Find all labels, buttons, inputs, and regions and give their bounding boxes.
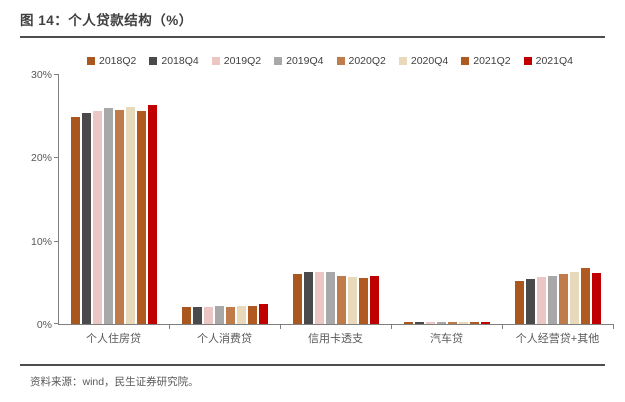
y-axis: 0% 10% 20% 30% bbox=[20, 69, 58, 331]
legend-item-2018Q2: 2018Q2 bbox=[87, 55, 136, 67]
bar-2020Q2-汽车贷 bbox=[447, 322, 457, 324]
bar-2018Q2-个人经营贷+其他 bbox=[514, 280, 524, 324]
bar-2020Q4-个人住房贷 bbox=[126, 106, 136, 324]
bar-2020Q2-信用卡透支 bbox=[336, 275, 346, 324]
x-tick-mark bbox=[280, 324, 281, 329]
y-tick-mark bbox=[54, 157, 59, 159]
legend-label: 2021Q2 bbox=[473, 55, 511, 67]
bar-2018Q2-信用卡透支 bbox=[292, 274, 302, 324]
bar-2018Q4-信用卡透支 bbox=[303, 272, 313, 324]
bar-2020Q4-汽车贷 bbox=[458, 322, 468, 324]
x-tick-mark bbox=[391, 324, 392, 329]
legend-swatch-icon bbox=[336, 57, 345, 65]
legend-label: 2018Q2 bbox=[99, 55, 137, 67]
bar-2020Q2-个人住房贷 bbox=[115, 109, 125, 324]
bar-2021Q4-个人住房贷 bbox=[148, 104, 158, 324]
legend-label: 2019Q4 bbox=[286, 55, 324, 67]
bar-2020Q4-个人消费贷 bbox=[237, 305, 247, 324]
bar-2021Q2-个人经营贷+其他 bbox=[580, 268, 590, 324]
legend-swatch-icon bbox=[274, 57, 283, 65]
legend-item-2019Q2: 2019Q2 bbox=[211, 55, 262, 67]
chart-legend: 2018Q2 2018Q4 2019Q2 2019Q4 2020Q2 2020Q4 2021… bbox=[45, 55, 615, 67]
bar-2021Q4-汽车贷 bbox=[480, 321, 490, 324]
bar-2021Q2-汽车贷 bbox=[469, 322, 479, 324]
bar-2019Q2-个人住房贷 bbox=[93, 110, 103, 324]
bar-2021Q2-个人消费贷 bbox=[248, 305, 258, 324]
legend-swatch-icon bbox=[87, 57, 95, 65]
legend-swatch-icon bbox=[211, 57, 220, 65]
bar-2018Q2-个人消费贷 bbox=[182, 307, 192, 324]
bar-2019Q2-个人经营贷+其他 bbox=[536, 277, 546, 324]
y-tick-mark bbox=[54, 240, 59, 242]
plot-row: 0% 10% 20% 30% bbox=[20, 69, 625, 331]
title-divider bbox=[20, 36, 605, 38]
bar-2019Q2-个人消费贷 bbox=[204, 306, 214, 324]
x-tick-mark bbox=[502, 324, 503, 329]
y-tick-label: 30% bbox=[30, 69, 52, 81]
legend-item-2021Q4: 2021Q4 bbox=[523, 55, 573, 67]
figure-title: 图 14：个人贷款结构（%） bbox=[20, 13, 193, 28]
bar-2021Q4-信用卡透支 bbox=[369, 275, 379, 324]
bar-group-4 bbox=[391, 75, 502, 324]
y-tick-label: 20% bbox=[30, 152, 52, 165]
bar-2019Q4-汽车贷 bbox=[436, 322, 446, 324]
bar-2020Q4-信用卡透支 bbox=[347, 276, 357, 324]
bar-2018Q4-个人消费贷 bbox=[193, 306, 203, 324]
bar-2019Q2-信用卡透支 bbox=[314, 271, 324, 324]
bar-2019Q2-汽车贷 bbox=[425, 322, 435, 324]
source-note: 资料来源：wind，民生证券研究院。 bbox=[30, 376, 199, 388]
bar-2021Q2-信用卡透支 bbox=[358, 278, 368, 324]
bar-2019Q4-个人消费贷 bbox=[215, 305, 225, 324]
bar-group-1 bbox=[59, 75, 170, 324]
bar-2019Q4-个人住房贷 bbox=[104, 108, 114, 324]
y-tick-label: 10% bbox=[30, 235, 52, 248]
legend-item-2018Q4: 2018Q4 bbox=[149, 55, 199, 67]
plot-area bbox=[54, 74, 614, 329]
x-label-5: 个人经营贷+其他 bbox=[515, 333, 600, 345]
legend-item-2020Q4: 2020Q4 bbox=[398, 55, 449, 67]
y-tick-mark bbox=[54, 74, 59, 75]
legend-label: 2018Q4 bbox=[161, 55, 199, 67]
footer-divider bbox=[20, 364, 605, 366]
legend-swatch-icon bbox=[523, 57, 532, 65]
x-label-2: 个人消费贷 bbox=[197, 333, 252, 345]
bar-group-2 bbox=[170, 75, 281, 324]
legend-label: 2020Q4 bbox=[410, 55, 449, 67]
legend-item-2019Q4: 2019Q4 bbox=[274, 55, 324, 67]
bar-2020Q4-个人经营贷+其他 bbox=[569, 271, 579, 324]
legend-swatch-icon bbox=[398, 57, 407, 65]
bar-2018Q4-汽车贷 bbox=[414, 322, 424, 324]
legend-label: 2021Q4 bbox=[535, 55, 573, 67]
legend-swatch-icon bbox=[149, 57, 158, 65]
legend-item-2020Q2: 2020Q2 bbox=[336, 55, 386, 67]
bar-2018Q4-个人经营贷+其他 bbox=[525, 279, 535, 324]
bar-group-5 bbox=[502, 75, 613, 324]
bar-2018Q2-汽车贷 bbox=[403, 322, 413, 324]
bar-2021Q2-个人住房贷 bbox=[137, 110, 147, 324]
legend-swatch-icon bbox=[461, 57, 470, 65]
x-label-3: 信用卡透支 bbox=[308, 333, 363, 345]
x-tick-mark bbox=[613, 324, 614, 329]
bar-2021Q4-个人经营贷+其他 bbox=[591, 273, 601, 324]
bar-2020Q2-个人消费贷 bbox=[226, 306, 236, 324]
bar-2021Q4-个人消费贷 bbox=[259, 304, 269, 324]
bar-2019Q4-个人经营贷+其他 bbox=[547, 275, 557, 324]
y-tick-label: 0% bbox=[36, 319, 52, 331]
bar-2019Q4-信用卡透支 bbox=[325, 271, 335, 324]
x-axis-labels: 个人住房贷 个人消费贷 信用卡透支 汽车贷 个人经营贷+其他 bbox=[58, 330, 613, 346]
legend-item-2021Q2: 2021Q2 bbox=[461, 55, 511, 67]
legend-label: 2019Q2 bbox=[223, 55, 262, 67]
bar-group-3 bbox=[281, 75, 392, 324]
x-label-1: 个人住房贷 bbox=[86, 333, 141, 345]
y-tick-mark bbox=[54, 323, 59, 324]
bar-2020Q2-个人经营贷+其他 bbox=[558, 274, 568, 324]
x-label-4: 汽车贷 bbox=[430, 333, 463, 345]
x-tick-mark bbox=[169, 324, 170, 329]
legend-label: 2020Q2 bbox=[348, 55, 386, 67]
bar-2018Q2-个人住房贷 bbox=[71, 116, 81, 324]
bar-2018Q4-个人住房贷 bbox=[82, 113, 92, 324]
